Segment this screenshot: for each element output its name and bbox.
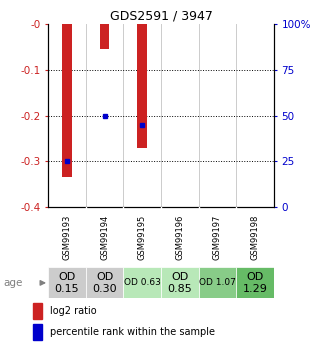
Bar (100, 24, 109, 49)
Bar (137, 24, 147, 148)
Bar (123, 267, 161, 298)
Bar (236, 267, 274, 298)
Text: age: age (3, 278, 22, 288)
Text: OD
1.29: OD 1.29 (243, 272, 267, 294)
Text: GSM99196: GSM99196 (175, 215, 184, 260)
Text: percentile rank within the sample: percentile rank within the sample (49, 327, 215, 337)
Text: GSM99197: GSM99197 (213, 215, 222, 260)
Text: GSM99198: GSM99198 (250, 215, 259, 260)
Text: GSM99195: GSM99195 (138, 215, 147, 260)
Bar (198, 267, 236, 298)
Bar (33, 303, 42, 319)
Text: OD
0.30: OD 0.30 (92, 272, 117, 294)
Title: GDS2591 / 3947: GDS2591 / 3947 (109, 10, 212, 23)
Text: GSM99193: GSM99193 (63, 215, 72, 260)
Text: OD
0.85: OD 0.85 (167, 272, 192, 294)
Text: OD 1.07: OD 1.07 (199, 278, 236, 287)
Bar (86, 267, 123, 298)
Text: GSM99194: GSM99194 (100, 215, 109, 260)
Text: log2 ratio: log2 ratio (49, 306, 96, 316)
Bar (62, 24, 72, 177)
Bar (161, 267, 198, 298)
Bar (48, 267, 86, 298)
Text: OD 0.63: OD 0.63 (124, 278, 160, 287)
Text: OD
0.15: OD 0.15 (55, 272, 79, 294)
Bar (33, 324, 42, 340)
